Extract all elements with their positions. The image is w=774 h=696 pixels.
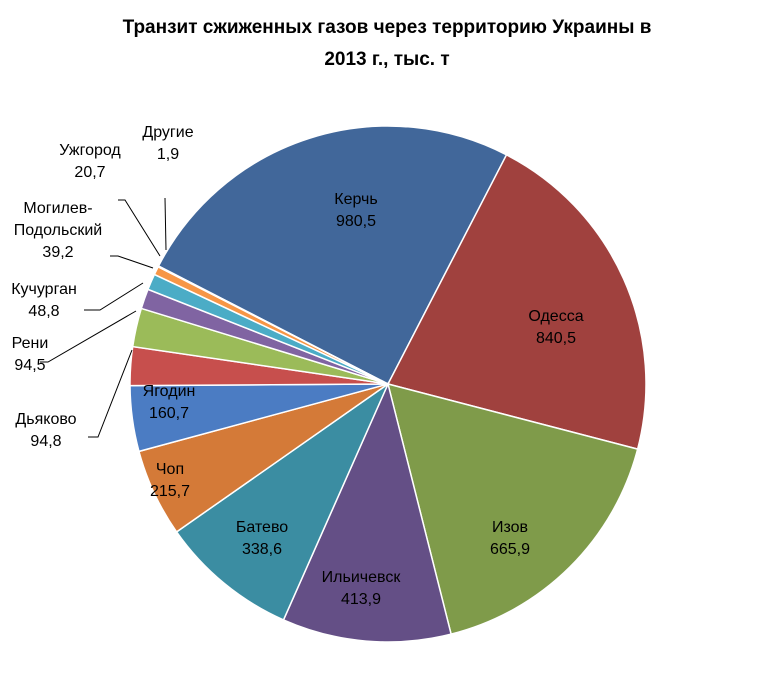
slice-value: 94,8 bbox=[30, 433, 61, 450]
leader-line bbox=[110, 255, 154, 269]
leader-line bbox=[118, 199, 161, 257]
slice-name: Батево bbox=[236, 519, 288, 536]
slice-name: Кучурган bbox=[11, 281, 77, 298]
slice-name: Ужгород bbox=[59, 142, 121, 159]
slice-value: 413,9 bbox=[341, 591, 381, 608]
slice-name: Ягодин bbox=[143, 383, 196, 400]
slice-name: Другие bbox=[142, 124, 193, 141]
slice-value: 665,9 bbox=[490, 541, 530, 558]
slice-label: Ягодин 160,7 bbox=[143, 383, 196, 422]
leader-line bbox=[40, 310, 137, 363]
slice-value: 94,5 bbox=[14, 357, 45, 374]
pie-slice bbox=[157, 125, 508, 386]
slice-label: Кучурган 48,8 bbox=[11, 281, 77, 320]
pie-slice bbox=[282, 381, 453, 643]
slice-value: 160,7 bbox=[149, 405, 189, 422]
slice-value: 215,7 bbox=[150, 483, 190, 500]
leader-line bbox=[164, 197, 167, 251]
slice-label: Другие 1,9 bbox=[142, 124, 193, 163]
slice-label: Рени 94,5 bbox=[12, 335, 49, 374]
slice-name: Чоп bbox=[156, 461, 184, 478]
slice-label: Ужгород 20,7 bbox=[59, 142, 121, 181]
pie-slice bbox=[175, 381, 390, 621]
slice-name: Дьяково bbox=[15, 411, 76, 428]
chart-title-line-1: Транзит сжиженных газов через территорию… bbox=[122, 17, 652, 38]
slice-label: Могилев- Подольский 39,2 bbox=[14, 200, 102, 261]
slice-label: Дьяково 94,8 bbox=[15, 411, 76, 450]
slice-label: Керчь 980,5 bbox=[334, 191, 377, 230]
slice-value: 48,8 bbox=[28, 303, 59, 320]
slice-value: 20,7 bbox=[74, 164, 105, 181]
slice-name: Подольский bbox=[14, 222, 102, 239]
slice-label: Изов 665,9 bbox=[490, 519, 530, 558]
chart-title-line-2: 2013 г., тыс. т bbox=[324, 49, 450, 70]
slice-name: Ильичевск bbox=[322, 569, 402, 586]
slice-value: 1,9 bbox=[157, 146, 179, 163]
slice-label: Батево 338,6 bbox=[236, 519, 288, 558]
slice-label: Ильичевск 413,9 bbox=[322, 569, 402, 608]
chart-title: Транзит сжиженных газов через территорию… bbox=[0, 12, 774, 76]
slice-value: 39,2 bbox=[42, 244, 73, 261]
leader-line bbox=[84, 282, 144, 311]
slice-name: Одесса bbox=[528, 308, 583, 325]
leader-line bbox=[88, 349, 133, 438]
pie-slice bbox=[386, 382, 639, 636]
slice-value: 980,5 bbox=[336, 213, 376, 230]
pie-slice bbox=[157, 265, 389, 385]
slice-label: Одесса 840,5 bbox=[528, 308, 583, 347]
slice-value: 338,6 bbox=[242, 541, 282, 558]
slice-name: Керчь bbox=[334, 191, 377, 208]
slice-value: 840,5 bbox=[536, 330, 576, 347]
slice-name: Рени bbox=[12, 335, 49, 352]
slice-name: Изов bbox=[492, 519, 528, 536]
slice-name: Могилев- bbox=[23, 200, 92, 217]
slice-label: Чоп 215,7 bbox=[150, 461, 190, 500]
pie-slice bbox=[386, 153, 647, 451]
